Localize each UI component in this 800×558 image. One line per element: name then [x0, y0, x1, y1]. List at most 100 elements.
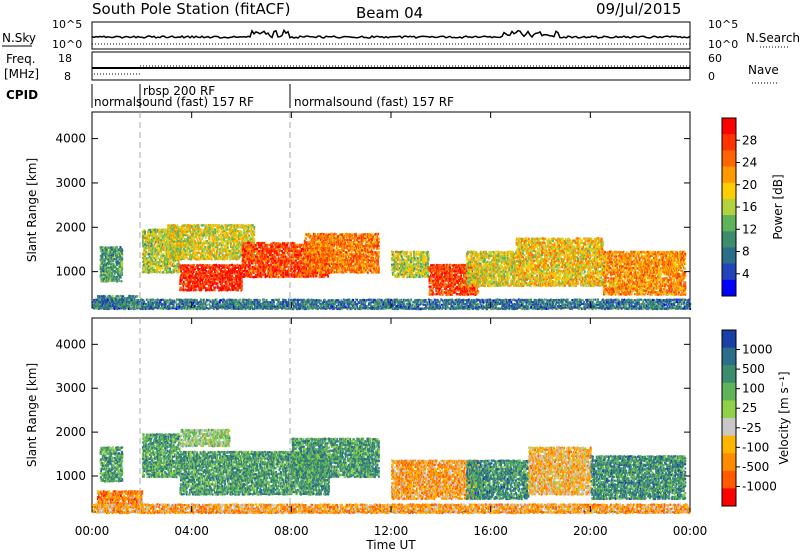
power-cell — [279, 276, 281, 278]
power-cell — [254, 240, 256, 242]
power-cell — [173, 248, 175, 250]
power-cell — [327, 275, 329, 277]
power-cell — [187, 267, 189, 269]
power-cell — [201, 228, 203, 230]
power-cell — [292, 268, 294, 270]
power-cell — [147, 259, 149, 261]
power-cell — [149, 237, 151, 239]
power-cell — [273, 272, 275, 274]
power-cell — [152, 229, 154, 231]
power-cell — [224, 285, 226, 287]
power-cell — [227, 244, 229, 246]
power-cell — [246, 236, 248, 238]
power-cell — [178, 261, 180, 263]
power-cell — [196, 289, 198, 291]
power-cell — [197, 267, 199, 269]
power-cell — [186, 275, 188, 277]
power-cell — [165, 229, 167, 231]
power-cell — [291, 266, 293, 268]
power-cell — [144, 233, 146, 235]
power-cell — [144, 269, 146, 271]
power-cell — [169, 258, 171, 260]
power-cell — [245, 234, 247, 236]
power-cell — [107, 253, 109, 255]
power-cell — [209, 246, 211, 248]
power-cell — [248, 235, 250, 237]
power-cell — [198, 225, 200, 227]
power-cell — [293, 256, 295, 258]
power-cell — [142, 235, 144, 237]
power-cell — [184, 252, 186, 254]
power-cell — [319, 241, 321, 243]
power-cell — [149, 263, 151, 265]
power-cell — [159, 263, 161, 265]
power-cell — [193, 271, 195, 273]
power-cell — [157, 271, 159, 273]
freq-unit: [MHz] — [4, 67, 39, 81]
power-cell — [281, 270, 283, 272]
power-cell — [108, 266, 110, 268]
power-cell — [198, 230, 200, 232]
power-cell — [211, 258, 213, 260]
power-cell — [314, 254, 316, 256]
power-cell — [229, 274, 231, 276]
power-cell — [154, 245, 156, 247]
power-cell — [202, 277, 204, 279]
power-cell — [241, 231, 243, 233]
power-cell — [211, 252, 213, 254]
power-cell — [206, 234, 208, 236]
power-cell — [193, 266, 195, 268]
power-cell — [264, 264, 266, 266]
power-cell — [226, 282, 228, 284]
power-cell — [217, 252, 219, 254]
power-cell — [177, 233, 179, 235]
power-cell — [291, 276, 293, 278]
power-cell — [193, 264, 195, 266]
power-cell — [205, 252, 207, 254]
power-cell — [208, 277, 210, 279]
power-cell — [291, 271, 293, 273]
power-cell — [269, 256, 271, 258]
power-cell — [168, 246, 170, 248]
power-cell — [267, 244, 269, 246]
power-cell — [205, 270, 207, 272]
power-cell — [116, 249, 118, 251]
power-cell — [227, 256, 229, 258]
power-cell — [248, 224, 250, 226]
power-cell — [180, 274, 182, 276]
power-cell — [253, 234, 255, 236]
power-cell — [162, 243, 164, 245]
power-cell — [239, 246, 241, 248]
power-cell — [322, 237, 324, 239]
power-cell — [121, 262, 123, 264]
power-cell — [281, 268, 283, 270]
power-cell — [180, 258, 182, 260]
power-cell — [190, 267, 192, 269]
power-cell — [278, 260, 280, 262]
power-cell — [241, 281, 243, 283]
power-cell — [160, 269, 162, 271]
power-cell — [216, 265, 218, 267]
cpid-label: CPID — [6, 88, 38, 102]
power-cell — [251, 228, 253, 230]
power-cell — [200, 244, 202, 246]
power-cell — [283, 248, 285, 250]
power-cell — [262, 260, 264, 262]
power-cell — [234, 287, 236, 289]
power-cell — [183, 287, 185, 289]
power-cell — [121, 267, 123, 269]
power-cell — [287, 252, 289, 254]
power-cell — [151, 243, 153, 245]
nsearch-label: N.Search — [746, 31, 800, 45]
nsearch-tick-low: 10^0 — [708, 38, 738, 51]
power-cell — [190, 250, 192, 252]
power-cell — [190, 279, 192, 281]
nsky-tick-low: 10^0 — [52, 38, 82, 51]
power-cell — [253, 262, 255, 264]
power-cell — [315, 242, 317, 244]
power-cell — [159, 228, 161, 230]
power-cell — [313, 264, 315, 266]
freq-label: Freq. — [6, 52, 36, 66]
power-cell — [236, 279, 238, 281]
